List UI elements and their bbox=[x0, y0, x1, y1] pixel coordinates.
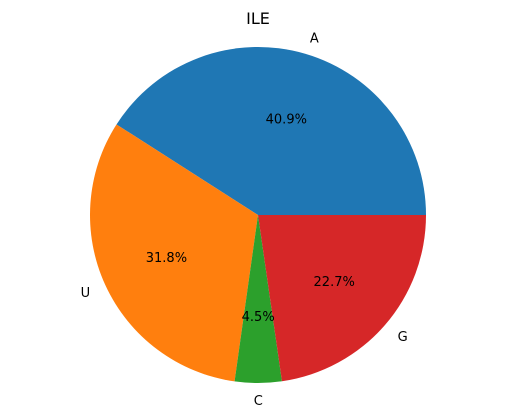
slice-percent-a: 40.9% bbox=[266, 112, 307, 127]
pie-slice-g bbox=[258, 215, 426, 382]
slice-percent-u: 31.8% bbox=[146, 251, 187, 266]
slice-label-c: C bbox=[254, 394, 263, 409]
slice-label-g: G bbox=[398, 330, 408, 345]
slice-label-u: U bbox=[81, 286, 91, 301]
slice-percent-g: 22.7% bbox=[314, 275, 355, 290]
chart-title: ILE bbox=[246, 9, 270, 28]
pie-slice-u bbox=[90, 124, 259, 382]
pie-slice-a bbox=[116, 47, 427, 215]
slice-label-a: A bbox=[310, 32, 319, 47]
pie-slice-c bbox=[234, 215, 282, 383]
slice-percent-c: 4.5% bbox=[242, 310, 275, 325]
